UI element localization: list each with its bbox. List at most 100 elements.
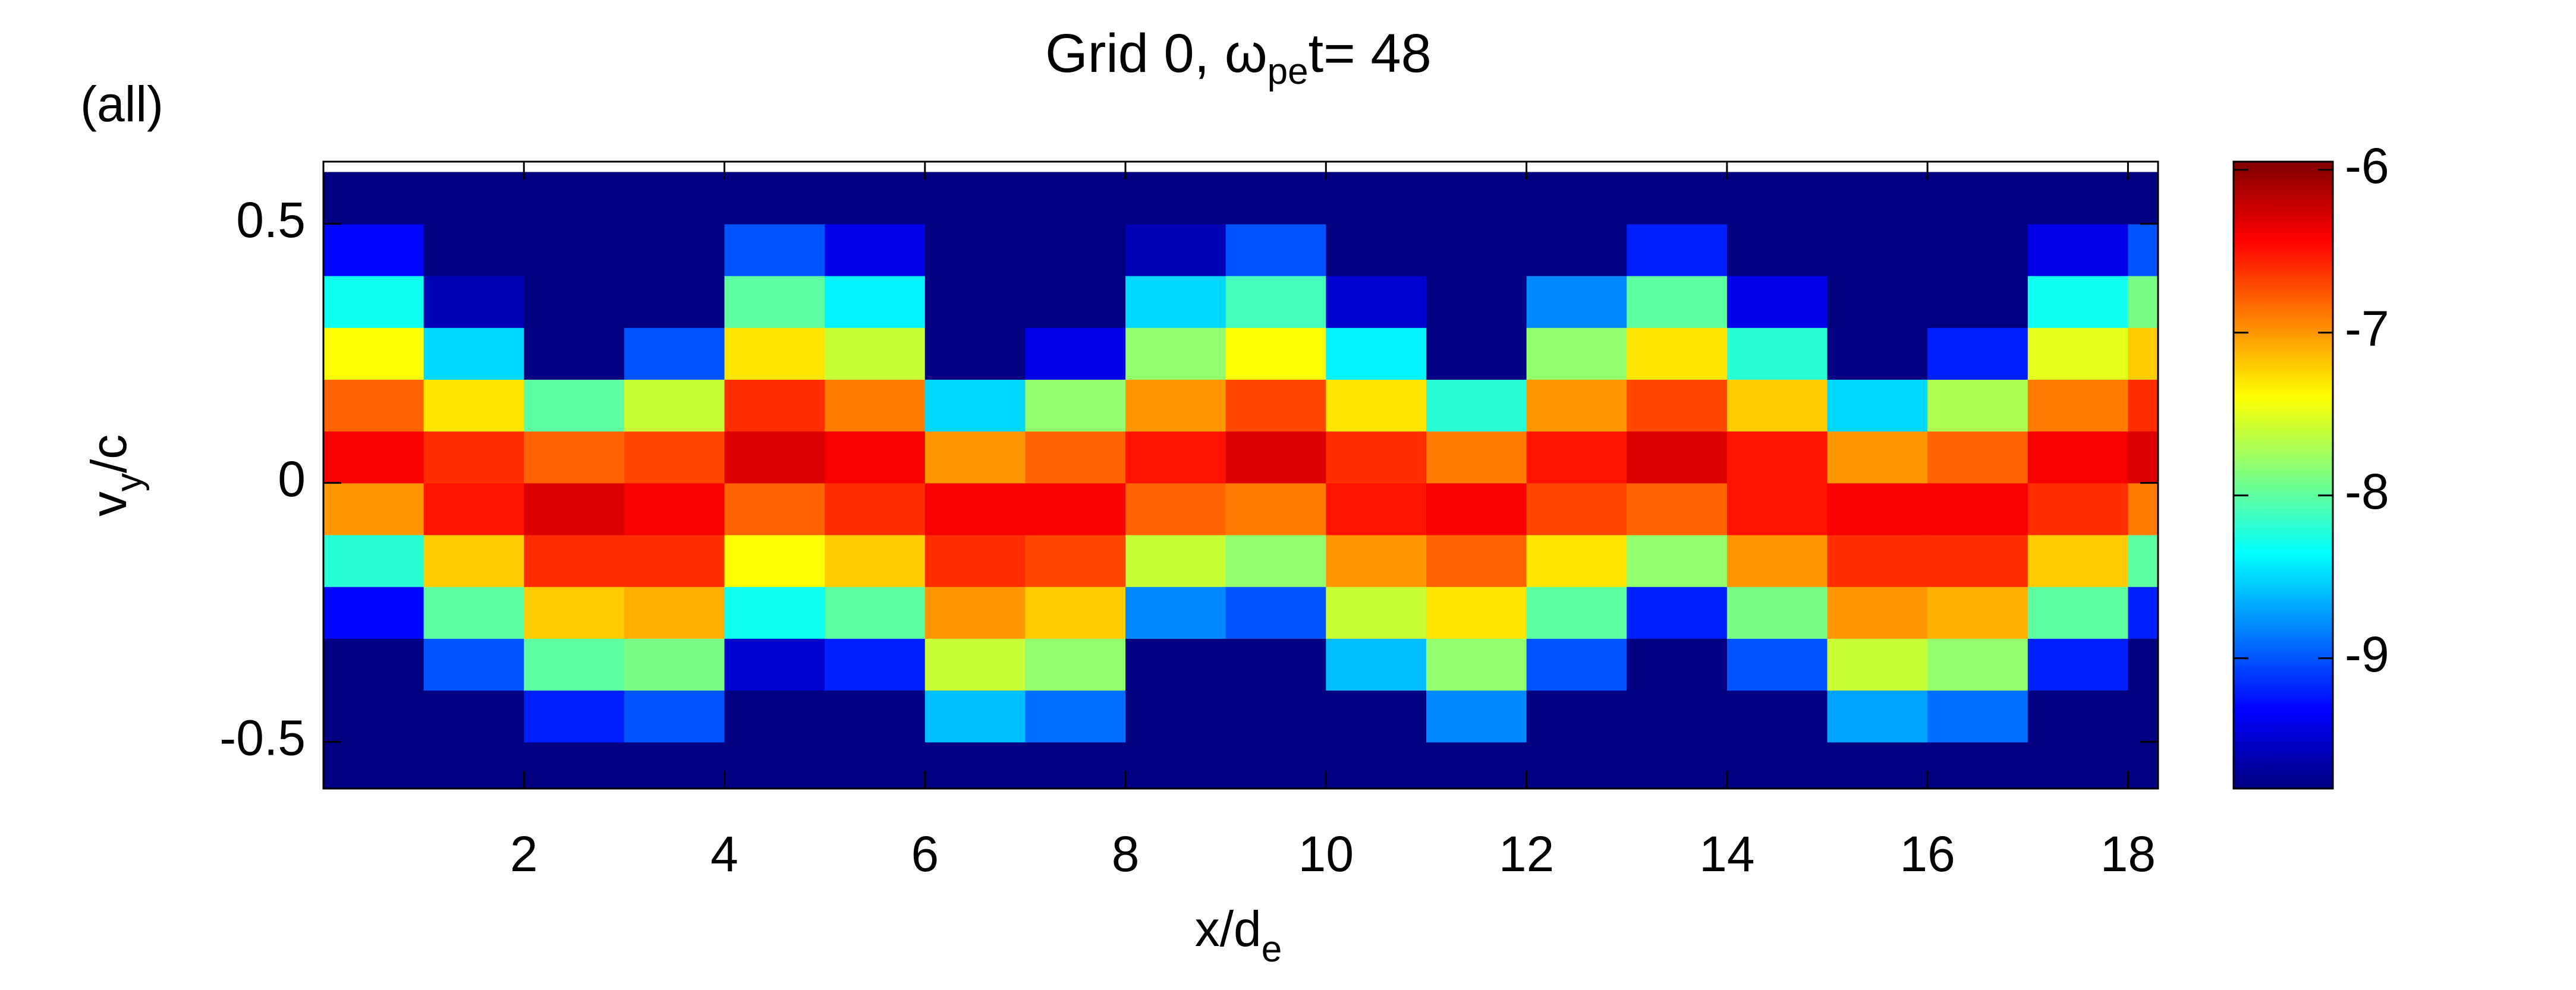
heatmap-cell <box>1526 586 1628 639</box>
heatmap-cell <box>2128 742 2158 789</box>
heatmap-cell <box>423 327 525 380</box>
x-tick-label: 18 <box>2100 826 2156 882</box>
heatmap-cell <box>1225 534 1327 587</box>
heatmap-cell <box>825 742 926 789</box>
heatmap-cell <box>1326 275 1427 328</box>
heatmap-cell <box>423 172 525 225</box>
heatmap-cell <box>1627 534 1728 587</box>
heatmap-cell <box>1125 534 1226 587</box>
heatmap-cell <box>1326 483 1427 535</box>
heatmap-cell <box>825 172 926 225</box>
heatmap-cell <box>1726 327 1828 380</box>
heatmap-cell <box>1526 483 1628 535</box>
colorbar-tick-label: -9 <box>2345 626 2389 682</box>
heatmap-cell <box>1326 638 1427 691</box>
heatmap-cell <box>524 431 625 484</box>
heatmap-cell <box>1426 275 1527 328</box>
heatmap-cell <box>1326 379 1427 432</box>
heatmap-cell <box>1025 223 1126 276</box>
heatmap-cell <box>1627 483 1728 535</box>
heatmap-cell <box>1125 483 1226 535</box>
heatmap-cell <box>1526 690 1628 743</box>
chart-title: Grid 0, ωpet= 48 <box>1045 23 1432 92</box>
heatmap-cell <box>1025 586 1126 639</box>
heatmap-cell <box>924 586 1026 639</box>
heatmap-cell <box>1726 379 1828 432</box>
heatmap-cell <box>1125 742 1226 789</box>
heatmap-cell <box>2128 586 2158 639</box>
heatmap-cell <box>724 483 825 535</box>
heatmap-cell <box>724 172 825 225</box>
heatmap-cell <box>1125 172 1226 225</box>
heatmap-cell <box>1927 483 2028 535</box>
heatmap-cell <box>1426 172 1527 225</box>
heatmap-cell <box>1225 483 1327 535</box>
heatmap-cell <box>1225 742 1327 789</box>
heatmap-cell <box>624 742 725 789</box>
heatmap-cell <box>1025 431 1126 484</box>
heatmap-cell <box>524 586 625 639</box>
heatmap-cell <box>1726 275 1828 328</box>
heatmap-cell <box>423 586 525 639</box>
heatmap-cell <box>1326 431 1427 484</box>
heatmap-cell <box>825 483 926 535</box>
heatmap-cell <box>825 690 926 743</box>
ylabel-text: v <box>81 491 137 516</box>
heatmap-cell <box>1927 690 2028 743</box>
heatmap-cell <box>1025 379 1126 432</box>
heatmap-cell <box>423 638 525 691</box>
heatmap-cell <box>1827 223 1928 276</box>
title-subscript: pe <box>1267 51 1309 92</box>
heatmap-cell <box>924 223 1026 276</box>
heatmap-cell <box>1526 742 1628 789</box>
heatmap-cell <box>1326 586 1427 639</box>
heatmap-cell <box>2128 638 2158 691</box>
heatmap-cell <box>624 379 725 432</box>
heatmap-cell <box>2027 742 2129 789</box>
heatmap-cell <box>1627 275 1728 328</box>
heatmap-cell <box>423 742 525 789</box>
heatmap-cell <box>524 172 625 225</box>
heatmap-cell <box>1025 742 1126 789</box>
heatmap-cell <box>1726 534 1828 587</box>
heatmap-cell <box>1125 690 1226 743</box>
heatmap-cell <box>2128 379 2158 432</box>
heatmap-cell <box>423 275 525 328</box>
heatmap-cell <box>724 275 825 328</box>
heatmap-cell <box>624 431 725 484</box>
heatmap-cell <box>1827 327 1928 380</box>
heatmap-cell <box>2027 483 2129 535</box>
heatmap-cell <box>1827 172 1928 225</box>
heatmap-cell <box>825 534 926 587</box>
heatmap-cell <box>1025 638 1126 691</box>
heatmap-cell <box>323 742 424 789</box>
heatmap-cell <box>1726 742 1828 789</box>
heatmap-cell <box>1627 586 1728 639</box>
y-axis-label: vy/c <box>81 434 150 516</box>
ylabel-text: /c <box>81 434 137 473</box>
heatmap-cell <box>1927 327 2028 380</box>
heatmap-cell <box>1827 275 1928 328</box>
heatmap-cell <box>1326 690 1427 743</box>
heatmap-cell <box>825 586 926 639</box>
heatmap-cell <box>1627 742 1728 789</box>
heatmap-cell <box>825 223 926 276</box>
heatmap-cell <box>724 223 825 276</box>
heatmap-cell <box>724 690 825 743</box>
heatmap-cell <box>2128 223 2158 276</box>
heatmap-cell <box>1125 431 1226 484</box>
x-tick-label: 8 <box>1112 826 1140 882</box>
heatmap-cell <box>1125 223 1226 276</box>
heatmap-cell <box>423 379 525 432</box>
heatmap-cell <box>1526 431 1628 484</box>
x-tick-label: 10 <box>1298 826 1354 882</box>
heatmap-cell <box>1225 638 1327 691</box>
heatmap-cell <box>2027 690 2129 743</box>
heatmap-cell <box>1426 586 1527 639</box>
heatmap-cell <box>624 534 725 587</box>
heatmap-cell <box>1927 172 2028 225</box>
heatmap-cell <box>1627 172 1728 225</box>
heatmap-cell <box>1426 327 1527 380</box>
heatmap-cell <box>1827 483 1928 535</box>
